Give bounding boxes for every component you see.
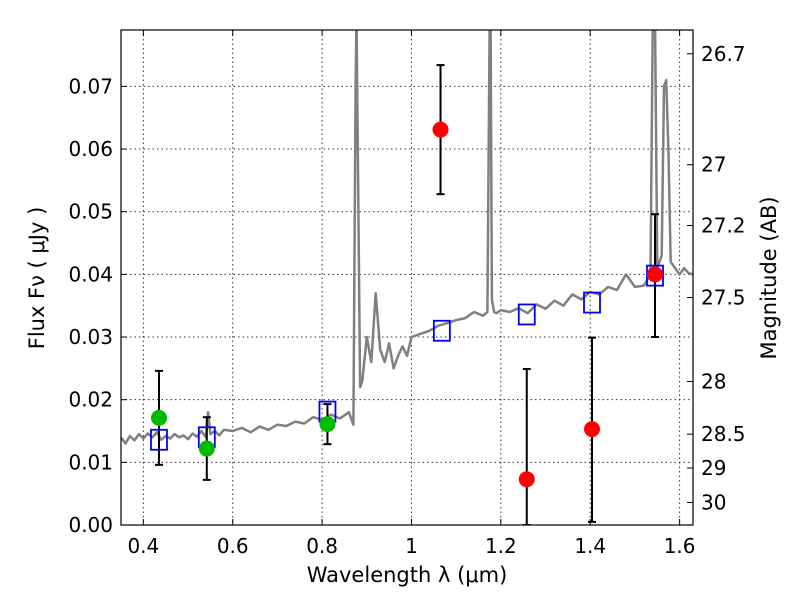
plot-area [121,30,693,525]
y-tick-label: 0.06 [68,137,113,161]
y2-tick-label: 30 [701,490,726,514]
green-data-point [319,416,336,433]
axis-ticks: 0.4 0.6 0.8 1 1.2 1.4 1.6 0.00 0.01 0.02 0.03 0.04 0… [68,30,746,558]
red-data-point [584,421,601,438]
y-tick-label: 0.07 [68,74,113,98]
x-tick-label: 1.4 [574,534,606,558]
red-data-point [518,471,535,488]
x-tick-label: 0.4 [127,534,159,558]
y-tick-label: 0.03 [68,325,113,349]
model-photometry-square [583,291,601,314]
y-tick-label: 0.01 [68,450,113,474]
model-photometry-square [432,319,451,342]
x-tick-label: 1.6 [664,534,696,558]
green-data-point [198,440,215,457]
model-photometry-square [646,264,664,287]
model-photometry-square [150,428,168,451]
y-axis-label: Flux Fν ( μJy ) [25,207,49,350]
y2-tick-label: 28.5 [701,422,746,446]
red-data-point [432,121,449,138]
y-tick-label: 0.02 [68,388,113,412]
green-data-point [150,409,167,426]
y2-tick-label: 27.5 [701,286,746,310]
x-tick-label: 1 [405,534,418,558]
x-tick-label: 0.6 [217,534,249,558]
y-tick-label: 0.04 [68,262,113,286]
x-tick-label: 1.2 [485,534,517,558]
x-axis-label: Wavelength λ (μm) [307,563,508,587]
grid [121,30,693,526]
y2-tick-label: 29 [701,456,726,480]
y2-axis-label: Magnitude (AB) [757,196,781,359]
y2-tick-label: 27 [701,153,726,177]
model-photometry-square [517,303,536,326]
y2-tick-label: 28 [701,370,726,394]
y-tick-label: 0.05 [68,200,113,224]
y2-tick-label: 27.2 [701,213,746,237]
model-spectrum-line [121,30,693,445]
y-tick-label: 0.00 [68,513,113,537]
plot-frame [120,29,694,526]
red-data-point [647,266,664,283]
y2-tick-label: 26.7 [701,42,746,66]
x-tick-label: 0.8 [306,534,338,558]
